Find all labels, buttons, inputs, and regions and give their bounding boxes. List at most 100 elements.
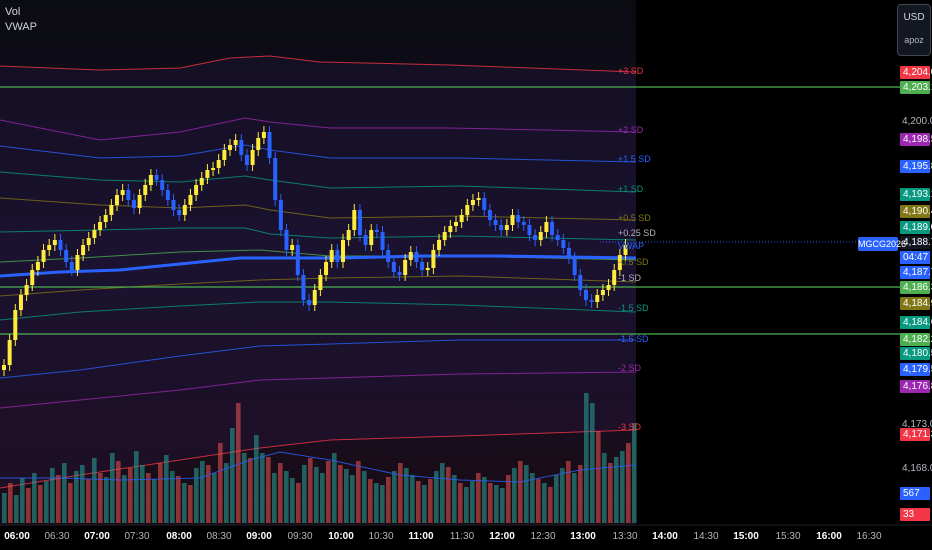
candle-body xyxy=(329,250,334,262)
time-axis-label: 13:00 xyxy=(570,531,596,542)
volume-average-line xyxy=(0,451,637,483)
sd-label: -0.5 SD xyxy=(618,257,649,267)
candle-body xyxy=(352,210,357,230)
volume-bar xyxy=(146,473,151,523)
volume-bar xyxy=(242,453,247,523)
sd-label: +0.25 SD xyxy=(618,228,656,238)
horizontal-lines[interactable] xyxy=(0,86,900,335)
volume-bar xyxy=(182,483,187,523)
price-axis-label: 4,173.0 xyxy=(902,419,932,430)
price-axis-label: 4,200.0 xyxy=(902,116,932,127)
volume-bar xyxy=(326,461,331,523)
volume-bar xyxy=(554,475,559,523)
time-axis-label: 08:00 xyxy=(166,531,192,542)
candle-body xyxy=(448,226,453,232)
volume-bar xyxy=(38,485,43,523)
volume-bar xyxy=(536,479,541,523)
price-tag: 4,176.8 xyxy=(900,380,932,393)
sd-label: -1 SD xyxy=(618,273,642,283)
candle-body xyxy=(143,185,148,195)
volume-bar xyxy=(632,423,637,523)
volume-bar xyxy=(446,467,451,523)
volume-bar xyxy=(626,443,631,523)
candle-body xyxy=(216,160,221,168)
candle-body xyxy=(256,138,261,150)
price-tag: 4,184.6 xyxy=(900,316,932,329)
candle-body xyxy=(583,290,588,300)
volume-bar xyxy=(512,468,517,523)
sd-label: +2 SD xyxy=(618,125,644,135)
candle-body xyxy=(188,195,193,205)
candle-body xyxy=(442,232,447,240)
price-axis-label: 4,168.0 xyxy=(902,463,932,474)
candle-body xyxy=(600,290,605,295)
volume-bar xyxy=(284,471,289,523)
candle-body xyxy=(165,190,170,200)
volume-bar xyxy=(230,428,235,523)
time-axis-label: 09:00 xyxy=(246,531,272,542)
volume-bar xyxy=(74,471,79,523)
candle-body xyxy=(81,245,86,255)
candle-body xyxy=(35,262,40,270)
candle-body xyxy=(550,222,555,235)
candle-body xyxy=(267,132,272,158)
volume-bar xyxy=(416,481,421,523)
candle-body xyxy=(589,300,594,302)
volume-bar xyxy=(404,468,409,523)
sd-band-line xyxy=(0,171,637,193)
candle-body xyxy=(239,140,244,155)
candle-body xyxy=(578,275,583,290)
candle-body xyxy=(521,222,526,225)
volume-bar xyxy=(20,478,25,523)
candle-body xyxy=(58,240,63,250)
volume-bar xyxy=(44,481,49,523)
time-axis-label: 12:00 xyxy=(489,531,515,542)
vwap-line xyxy=(0,254,637,278)
candle-body xyxy=(454,222,458,226)
volume-bar xyxy=(116,461,121,523)
candle-body xyxy=(499,225,504,230)
candle-body xyxy=(493,220,498,225)
candle-body xyxy=(516,215,521,222)
candle-body xyxy=(69,262,74,270)
volume-bar xyxy=(470,481,475,523)
sd-band-line xyxy=(0,275,637,297)
bar-countdown: 04:47 xyxy=(900,251,930,264)
price-tag: 4,180.5 xyxy=(900,347,932,360)
sd-band-line xyxy=(0,117,637,141)
time-axis-label: 07:00 xyxy=(84,531,110,542)
candle-body xyxy=(307,300,312,305)
volume-bar xyxy=(152,479,157,523)
volume-bar xyxy=(350,475,355,523)
volume-bar xyxy=(224,463,229,523)
sd-label: VWAP xyxy=(618,241,645,251)
currency-selector[interactable]: USD apoz xyxy=(897,4,931,56)
volume-bar xyxy=(212,473,217,523)
volume-bar xyxy=(488,483,493,523)
volume-bar xyxy=(104,477,109,523)
price-tag: 4,204.0 xyxy=(900,66,932,79)
volume-bar xyxy=(542,483,547,523)
candle-body xyxy=(75,255,80,270)
candle-body xyxy=(126,190,131,200)
candle-body xyxy=(425,268,430,270)
candle-body xyxy=(357,210,362,235)
volume-bar xyxy=(476,473,481,523)
candle-body xyxy=(623,245,628,255)
price-tag: 4,171.3 xyxy=(900,428,932,441)
candle-body xyxy=(567,248,571,258)
legend-vol[interactable]: Vol xyxy=(5,6,21,18)
price-tag: 4,186.3 xyxy=(900,281,932,294)
volume-bar xyxy=(266,457,271,523)
volume-bar xyxy=(422,485,427,523)
candle-body xyxy=(369,230,374,245)
legend-vwap[interactable]: VWAP xyxy=(5,21,37,33)
volume-bars xyxy=(2,393,637,523)
candle-body xyxy=(250,150,255,165)
volume-bar xyxy=(380,485,385,523)
volume-bar xyxy=(356,461,361,523)
time-axis-label: 15:30 xyxy=(775,531,801,542)
candle-body xyxy=(182,205,187,215)
price-tag: 4,179.5 xyxy=(900,363,932,376)
